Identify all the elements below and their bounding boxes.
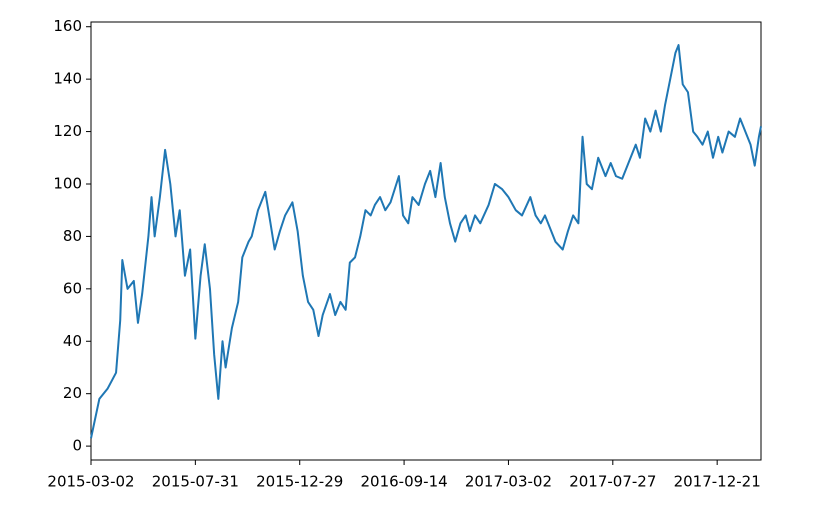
y-tick-label: 100	[53, 174, 82, 192]
y-tick-label: 120	[53, 122, 82, 140]
x-tick-label: 2015-07-31	[152, 473, 239, 491]
x-tick-label: 2015-03-02	[47, 473, 134, 491]
y-tick-label: 160	[53, 17, 82, 35]
y-tick-label: 80	[63, 227, 82, 245]
x-tick-label: 2015-12-29	[256, 473, 343, 491]
y-tick-label: 0	[72, 437, 82, 455]
y-tick-label: 20	[63, 384, 82, 402]
x-tick-label: 2017-03-02	[465, 473, 552, 491]
x-tick-label: 2017-07-27	[569, 473, 656, 491]
x-tick-label: 2016-09-14	[360, 473, 447, 491]
y-tick-label: 60	[63, 279, 82, 297]
axes-frame	[90, 21, 762, 461]
data-line	[90, 44, 762, 439]
y-tick-label: 40	[63, 332, 82, 350]
x-tick-label: 2017-12-21	[674, 473, 761, 491]
y-tick-label: 140	[53, 70, 82, 88]
